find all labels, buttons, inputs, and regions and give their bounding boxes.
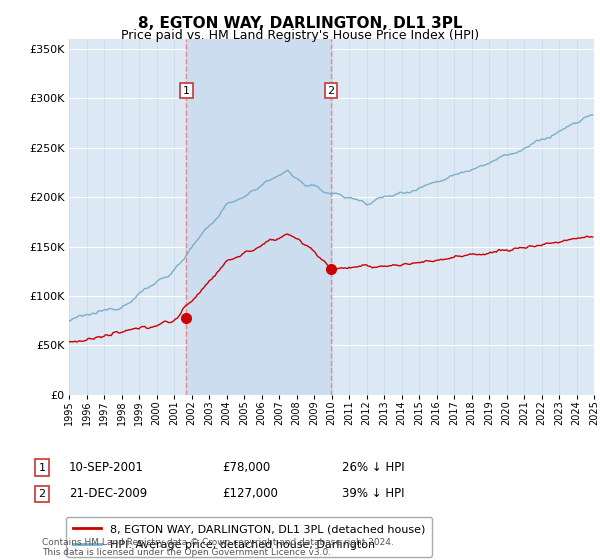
Text: £78,000: £78,000 <box>222 461 270 474</box>
Text: 1: 1 <box>183 86 190 96</box>
Text: 39% ↓ HPI: 39% ↓ HPI <box>342 487 404 501</box>
Text: 1: 1 <box>38 463 46 473</box>
Text: 8, EGTON WAY, DARLINGTON, DL1 3PL: 8, EGTON WAY, DARLINGTON, DL1 3PL <box>138 16 462 31</box>
Legend: 8, EGTON WAY, DARLINGTON, DL1 3PL (detached house), HPI: Average price, detached: 8, EGTON WAY, DARLINGTON, DL1 3PL (detac… <box>67 517 432 557</box>
Text: Contains HM Land Registry data © Crown copyright and database right 2024.
This d: Contains HM Land Registry data © Crown c… <box>42 538 394 557</box>
Text: 2: 2 <box>328 86 335 96</box>
Text: 2: 2 <box>38 489 46 499</box>
Text: 26% ↓ HPI: 26% ↓ HPI <box>342 461 404 474</box>
Text: 10-SEP-2001: 10-SEP-2001 <box>69 461 144 474</box>
Text: Price paid vs. HM Land Registry's House Price Index (HPI): Price paid vs. HM Land Registry's House … <box>121 29 479 42</box>
Text: £127,000: £127,000 <box>222 487 278 501</box>
Bar <box>186 39 331 395</box>
Text: 21-DEC-2009: 21-DEC-2009 <box>69 487 147 501</box>
